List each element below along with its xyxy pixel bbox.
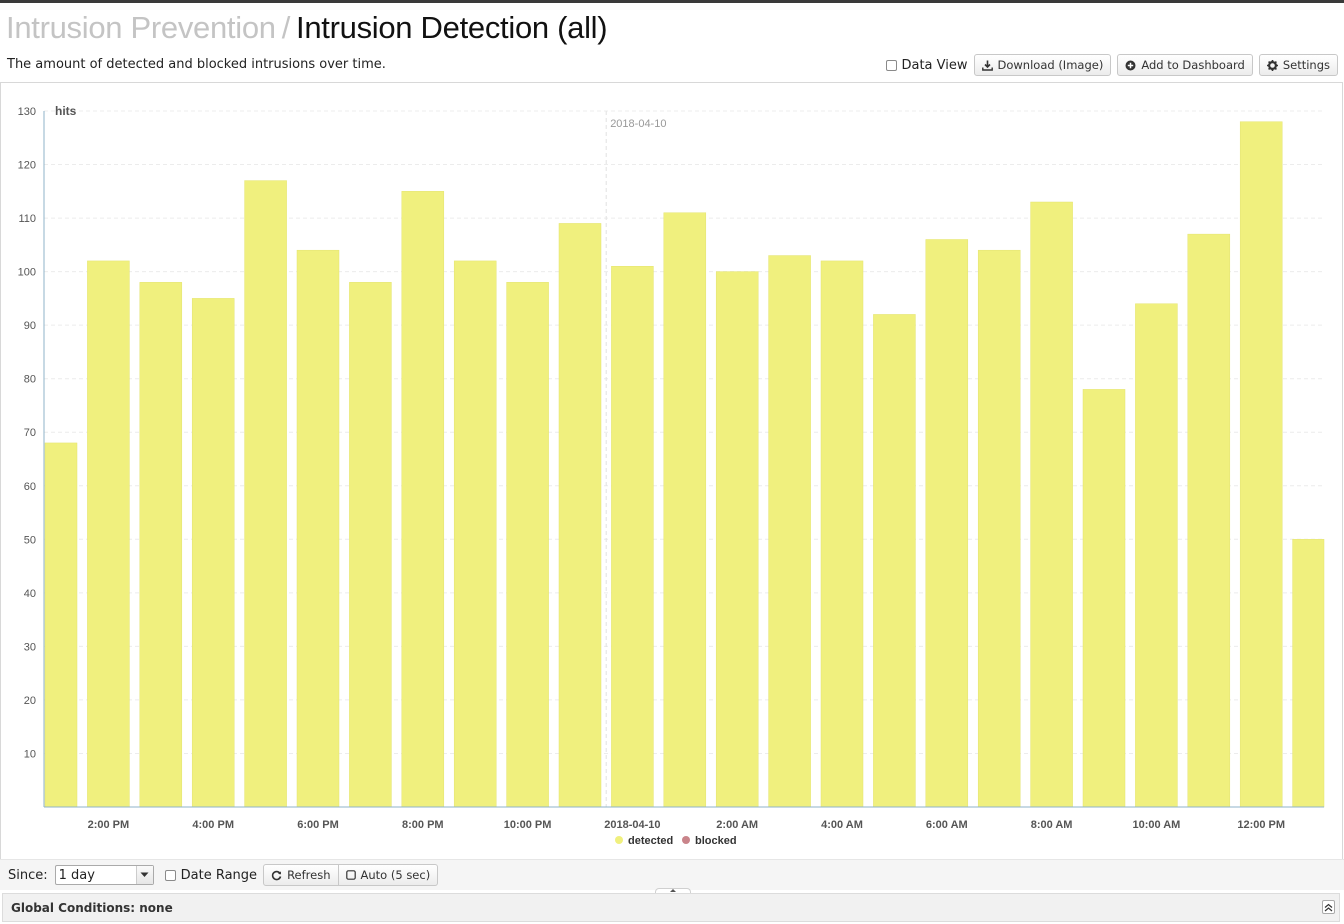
x-tick-label: 4:00 PM xyxy=(192,819,234,831)
breadcrumb-parent[interactable]: Intrusion Prevention xyxy=(6,10,276,45)
x-tick-label: 2:00 AM xyxy=(716,819,758,831)
legend-label-detected: detected xyxy=(628,835,673,847)
date-range-checkbox[interactable] xyxy=(164,869,176,881)
bar-detected xyxy=(1187,233,1231,808)
y-tick-label: 30 xyxy=(24,641,36,653)
bar-detected xyxy=(191,298,235,808)
y-tick-label: 110 xyxy=(18,213,36,225)
y-tick-label: 70 xyxy=(24,427,36,439)
download-label: Download (Image) xyxy=(997,58,1104,72)
add-to-dashboard-label: Add to Dashboard xyxy=(1141,58,1245,72)
bar-detected xyxy=(820,260,864,808)
bar-detected xyxy=(1082,389,1126,808)
report-description: The amount of detected and blocked intru… xyxy=(7,57,386,72)
bar-detected xyxy=(453,260,497,808)
legend-label-blocked: blocked xyxy=(695,835,737,847)
y-tick-label: 100 xyxy=(18,267,36,279)
bar-detected xyxy=(296,249,340,808)
plus-circle-icon xyxy=(1125,60,1136,70)
bar-detected xyxy=(663,212,707,808)
chevron-up-icon[interactable] xyxy=(1322,900,1335,914)
y-tick-label: 10 xyxy=(24,748,36,760)
settings-label: Settings xyxy=(1282,58,1330,72)
breadcrumb-current: Intrusion Detection (all) xyxy=(296,10,608,45)
chart-panel: 10 20 30 40 50 60 70 80 90 100 110 120 130 2018-04-10… xyxy=(0,82,1343,860)
refresh-button-group: Refresh Auto (5 sec) xyxy=(263,864,439,886)
x-tick-label: 6:00 PM xyxy=(297,819,339,831)
bar-detected xyxy=(349,282,392,808)
bar-detected xyxy=(768,255,811,808)
y-axis-label: hits xyxy=(55,104,77,118)
report-toolbar: Data View Download (Image) Add to Dashbo… xyxy=(886,54,1338,76)
data-view-label: Data View xyxy=(901,57,968,73)
bar-detected xyxy=(1292,539,1325,808)
x-tick-label: 2018-04-10 xyxy=(604,819,660,831)
date-range-label: Date Range xyxy=(180,867,258,883)
panel-resize-handle[interactable] xyxy=(655,888,691,894)
x-tick-label: 10:00 AM xyxy=(1132,819,1180,831)
breadcrumb-separator: / xyxy=(281,10,291,45)
bar-detected xyxy=(401,191,445,808)
y-tick-label: 120 xyxy=(18,160,36,172)
add-to-dashboard-button[interactable]: Add to Dashboard xyxy=(1117,54,1253,76)
x-tick-label: 8:00 AM xyxy=(1031,819,1073,831)
bar-detected xyxy=(873,314,916,808)
y-tick-label: 130 xyxy=(18,106,36,118)
global-conditions-label: Global Conditions: none xyxy=(11,900,173,915)
bar-detected xyxy=(558,223,602,808)
download-image-button[interactable]: Download (Image) xyxy=(973,54,1112,76)
x-tick-label: 8:00 PM xyxy=(402,819,444,831)
chevron-down-icon[interactable] xyxy=(135,866,153,884)
bar-detected xyxy=(1030,201,1073,808)
y-tick-label: 50 xyxy=(24,534,36,546)
x-tick-label: 12:00 PM xyxy=(1237,819,1285,831)
bar-detected xyxy=(506,282,549,808)
date-range-toggle[interactable]: Date Range xyxy=(164,867,258,883)
x-tick-label: 4:00 AM xyxy=(821,819,863,831)
square-checkbox-icon xyxy=(345,870,356,880)
settings-button[interactable]: Settings xyxy=(1258,54,1338,76)
y-tick-label: 90 xyxy=(24,320,36,332)
date-marker-label: 2018-04-10 xyxy=(610,118,666,130)
global-conditions-bar[interactable]: Global Conditions: none xyxy=(2,893,1340,922)
bar-detected xyxy=(1239,121,1283,808)
page-title: Intrusion Prevention / Intrusion Detection… xyxy=(6,8,608,48)
bar-detected xyxy=(925,239,969,808)
auto-refresh-label: Auto (5 sec) xyxy=(360,868,431,882)
download-icon xyxy=(981,60,993,71)
bar-detected xyxy=(244,180,287,808)
time-controls-bar: Since: 1 day Date Range Refresh Auto (5 … xyxy=(0,859,1344,890)
since-value: 1 day xyxy=(58,867,95,883)
refresh-label: Refresh xyxy=(287,868,331,882)
y-tick-label: 60 xyxy=(24,481,36,493)
x-tick-label: 10:00 PM xyxy=(504,819,552,831)
bar-detected xyxy=(1135,303,1178,808)
since-select[interactable]: 1 day xyxy=(54,865,154,885)
data-view-checkbox[interactable] xyxy=(886,59,898,71)
intrusion-bar-chart: 10 20 30 40 50 60 70 80 90 100 110 120 130 2018-04-10… xyxy=(18,104,1325,847)
x-tick-label: 2:00 PM xyxy=(88,819,130,831)
bar-detected xyxy=(715,271,759,808)
since-label: Since: xyxy=(8,867,48,883)
bar-detected xyxy=(611,266,654,808)
data-view-toggle[interactable]: Data View xyxy=(886,57,968,73)
legend-marker-blocked xyxy=(682,836,690,844)
x-tick-label: 6:00 AM xyxy=(926,819,968,831)
gear-icon xyxy=(1266,59,1278,71)
refresh-icon xyxy=(271,870,282,880)
window-top-border xyxy=(0,0,1344,3)
y-tick-label: 40 xyxy=(24,588,36,600)
y-tick-label: 20 xyxy=(24,695,36,707)
legend-marker-detected xyxy=(615,836,623,844)
bar-detected xyxy=(139,282,183,808)
bar-detected xyxy=(977,249,1021,808)
refresh-button[interactable]: Refresh xyxy=(263,864,339,886)
auto-refresh-button[interactable]: Auto (5 sec) xyxy=(338,864,439,886)
bar-detected xyxy=(44,442,78,808)
y-tick-label: 80 xyxy=(24,374,36,386)
bar-detected xyxy=(87,260,130,808)
